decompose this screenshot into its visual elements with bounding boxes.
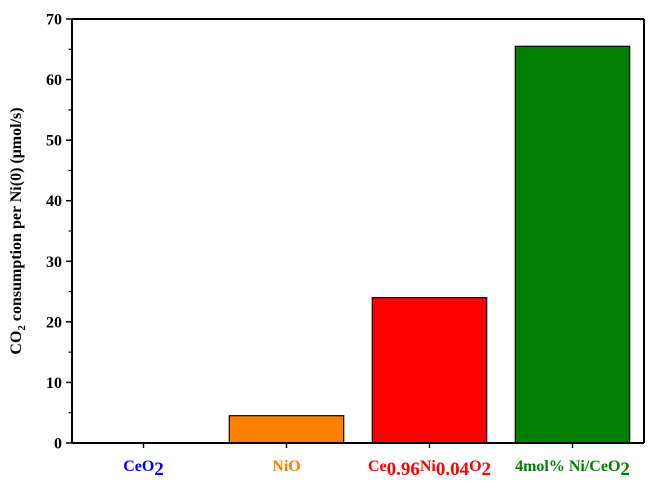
bar-2 [371, 297, 488, 444]
subscript: 2 [482, 459, 492, 480]
x-tick-label-1: NiO [272, 458, 300, 475]
y-tick-label: 10 [46, 375, 62, 392]
y-tick-label: 0 [54, 436, 62, 453]
text-part: Ni [420, 458, 437, 475]
bar-1 [228, 415, 345, 444]
text-part: NiO [272, 458, 300, 475]
x-tick-label-0: CeO2 [123, 458, 164, 480]
text-part: CeO [123, 458, 154, 475]
text-part: CO [8, 331, 25, 355]
y-tick-label: 70 [46, 12, 62, 29]
text-part: 4mol% Ni/CeO [515, 458, 620, 475]
subscript: 0.04 [436, 459, 470, 480]
subscript: 2 [154, 459, 164, 480]
y-tick-label: 30 [46, 254, 62, 271]
subscript: 2 [16, 325, 28, 331]
y-tick-label: 50 [46, 133, 62, 150]
x-tick-label-2: Ce0.96Ni0.04O2 [368, 458, 491, 480]
y-tick-label: 60 [46, 72, 62, 89]
text-part: O [469, 458, 481, 475]
subscript: 2 [620, 459, 630, 480]
x-tick-label-3: 4mol% Ni/CeO2 [515, 458, 630, 480]
y-tick-label: 40 [46, 193, 62, 210]
text-part: Ce [368, 458, 387, 475]
y-tick-label: 20 [46, 314, 62, 331]
y-axis-label: CO2 consumption per Ni(0) (μmol/s) [8, 107, 28, 354]
bar-3 [514, 45, 631, 444]
text-part: consumption per Ni(0) (μmol/s) [8, 107, 25, 325]
subscript: 0.96 [387, 459, 420, 480]
